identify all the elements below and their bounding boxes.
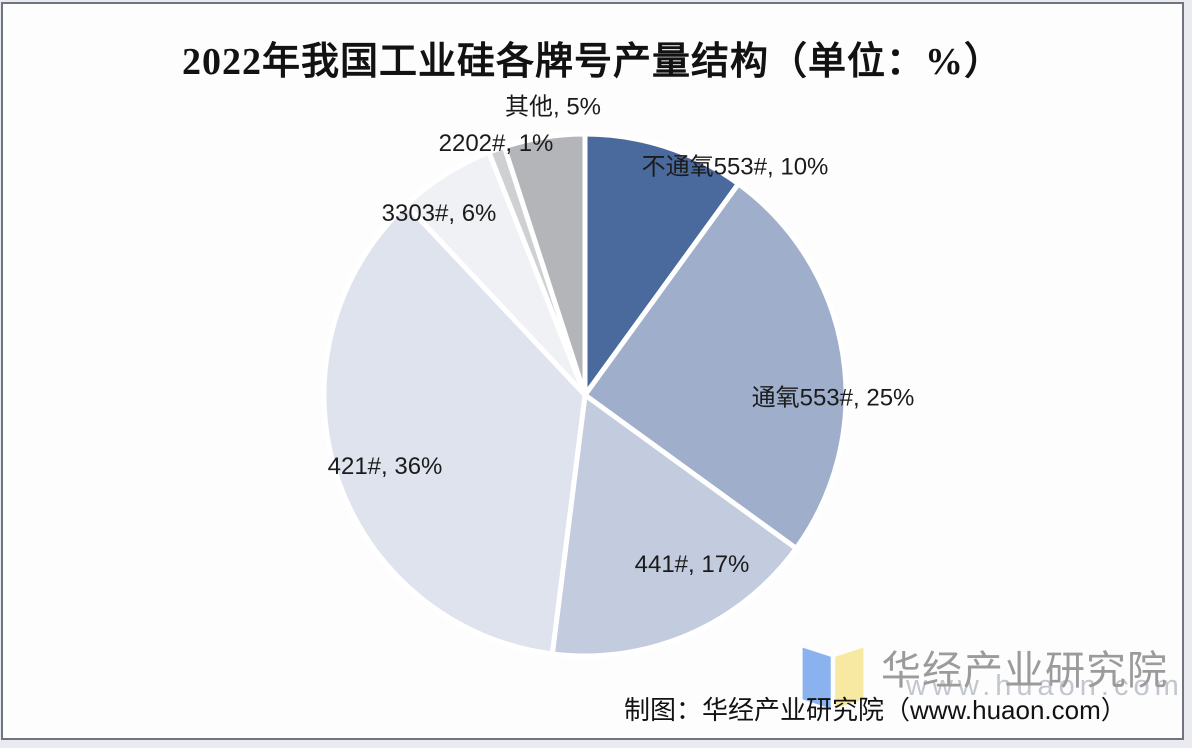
watermark-url-text: www.huaon.com (906, 670, 1184, 702)
chart-frame: 2022年我国工业硅各牌号产量结构（单位：%） 不通氧553#, 10% 通氧55… (1, 2, 1184, 740)
chart-title: 2022年我国工业硅各牌号产量结构（单位：%） (181, 41, 1003, 83)
open-book-icon (802, 647, 864, 709)
slice-label-3: 421#, 36% (327, 453, 443, 480)
slice-label-4: 3303#, 6% (381, 200, 497, 227)
slice-label-0: 不通氧553#, 10% (641, 153, 829, 181)
book-left-page (802, 647, 831, 709)
pie-slice-6 (501, 131, 588, 398)
watermark-brand-text: 华经产业研究院 (881, 649, 1168, 693)
pie-slice-0 (582, 131, 741, 398)
credit-line: 制图：华经产业研究院（www.huaon.com） (624, 695, 1127, 725)
slice-label-1: 通氧553#, 25% (751, 384, 915, 412)
pie-slice-3 (321, 202, 588, 657)
slice-label-6: 其他, 5% (504, 93, 602, 121)
book-right-page (835, 647, 864, 709)
slice-label-2: 441#, 17% (634, 551, 750, 578)
pie-slice-2 (549, 392, 799, 659)
slice-label-5: 2202#, 1% (438, 130, 554, 157)
pie-chart (321, 131, 849, 659)
pie-slice-1 (582, 181, 849, 551)
